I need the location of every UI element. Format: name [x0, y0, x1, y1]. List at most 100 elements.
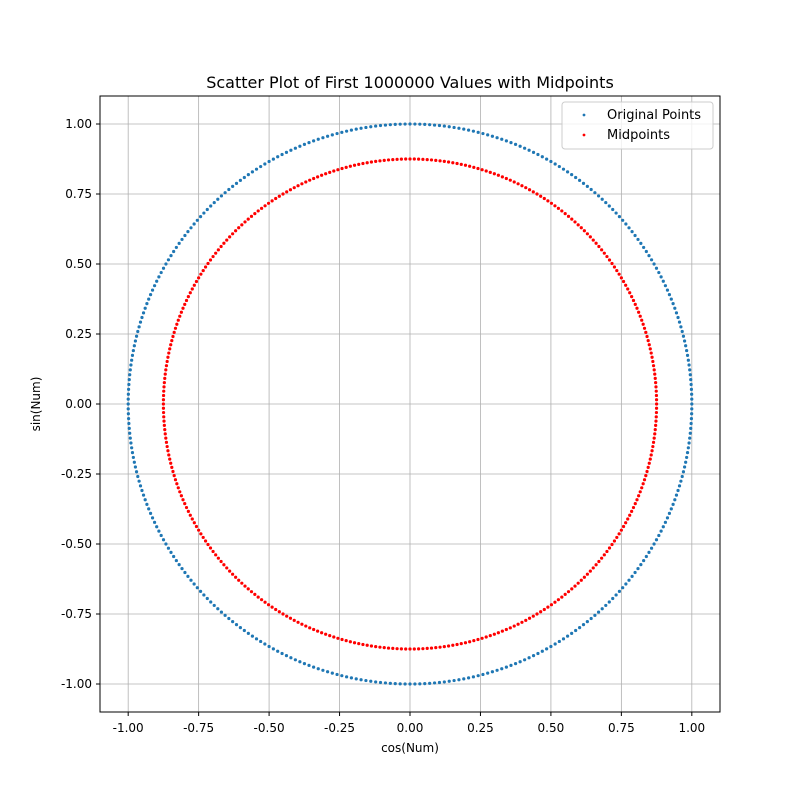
- data-point: [163, 432, 167, 436]
- data-point: [624, 582, 628, 586]
- data-point: [581, 623, 586, 627]
- data-point: [326, 134, 330, 138]
- data-point: [234, 229, 238, 233]
- data-point: [646, 338, 650, 343]
- data-point: [267, 644, 271, 649]
- data-point: [242, 628, 246, 633]
- data-point: [674, 493, 679, 497]
- data-point: [570, 631, 574, 635]
- data-point: [128, 373, 132, 377]
- data-point: [365, 643, 369, 647]
- data-point: [496, 631, 500, 635]
- data-point: [408, 682, 412, 686]
- y-tick-label: -1.00: [61, 677, 92, 691]
- data-point: [312, 139, 316, 143]
- data-point: [128, 436, 132, 440]
- data-point: [408, 122, 412, 126]
- data-point: [516, 182, 520, 186]
- data-point: [243, 584, 247, 588]
- data-point: [417, 157, 421, 161]
- data-point: [688, 436, 692, 440]
- data-point: [285, 614, 289, 618]
- data-point: [472, 639, 476, 643]
- data-point: [326, 670, 330, 674]
- data-point: [663, 520, 668, 524]
- data-point: [635, 498, 639, 502]
- data-point: [661, 525, 665, 529]
- data-point: [395, 647, 399, 651]
- data-point: [234, 575, 238, 579]
- x-tick-label: -1.00: [113, 721, 144, 735]
- data-point: [148, 511, 153, 516]
- x-tick-label: -0.25: [324, 721, 355, 735]
- data-point: [600, 556, 604, 560]
- data-point: [321, 136, 325, 140]
- data-point: [126, 412, 130, 416]
- data-point: [463, 641, 468, 645]
- data-point: [172, 249, 176, 254]
- data-point: [636, 566, 640, 571]
- data-point: [638, 314, 642, 318]
- x-tick-label: 0.00: [397, 721, 424, 735]
- data-point: [651, 364, 656, 368]
- data-point: [553, 162, 557, 166]
- data-point: [378, 680, 383, 685]
- data-point: [249, 590, 254, 594]
- data-point: [471, 129, 475, 133]
- data-point: [222, 563, 226, 567]
- data-point: [425, 646, 429, 651]
- data-point: [320, 631, 324, 635]
- data-point: [614, 593, 618, 597]
- data-point: [490, 670, 494, 674]
- data-point: [500, 175, 504, 179]
- data-point: [687, 363, 691, 367]
- data-point: [508, 626, 512, 630]
- data-point: [228, 569, 232, 573]
- data-point: [206, 261, 210, 266]
- data-point: [610, 542, 614, 547]
- data-point: [364, 678, 368, 683]
- data-point: [641, 322, 645, 326]
- data-point: [212, 603, 216, 608]
- data-point: [164, 440, 169, 444]
- data-point: [481, 672, 485, 677]
- data-point: [570, 173, 574, 177]
- data-point: [202, 593, 206, 597]
- data-point: [639, 563, 643, 567]
- data-point: [240, 581, 244, 585]
- data-point: [644, 249, 648, 254]
- data-point: [298, 660, 302, 664]
- data-point: [574, 175, 578, 180]
- data-point: [576, 223, 580, 227]
- data-point: [650, 449, 654, 453]
- data-point: [172, 330, 176, 334]
- data-point: [652, 262, 656, 266]
- data-point: [174, 558, 178, 563]
- data-point: [681, 334, 686, 338]
- data-point: [561, 637, 566, 641]
- data-point: [486, 133, 490, 137]
- data-point: [280, 152, 284, 157]
- data-point: [131, 455, 135, 460]
- data-point: [231, 184, 235, 188]
- data-point: [438, 159, 442, 163]
- data-point: [178, 490, 182, 494]
- data-point: [212, 200, 216, 205]
- data-point: [228, 235, 232, 239]
- data-point: [253, 211, 257, 216]
- data-point: [669, 507, 673, 511]
- data-point: [284, 150, 289, 154]
- data-point: [621, 586, 625, 590]
- data-point: [330, 133, 334, 137]
- data-point: [172, 554, 176, 559]
- data-point: [145, 502, 149, 506]
- data-point: [578, 178, 582, 182]
- data-point: [271, 157, 275, 161]
- data-point: [369, 125, 373, 129]
- data-point: [140, 315, 144, 320]
- data-point: [429, 158, 434, 162]
- data-point: [504, 176, 508, 181]
- data-point: [619, 276, 623, 280]
- data-point: [447, 125, 451, 129]
- data-point: [504, 139, 508, 143]
